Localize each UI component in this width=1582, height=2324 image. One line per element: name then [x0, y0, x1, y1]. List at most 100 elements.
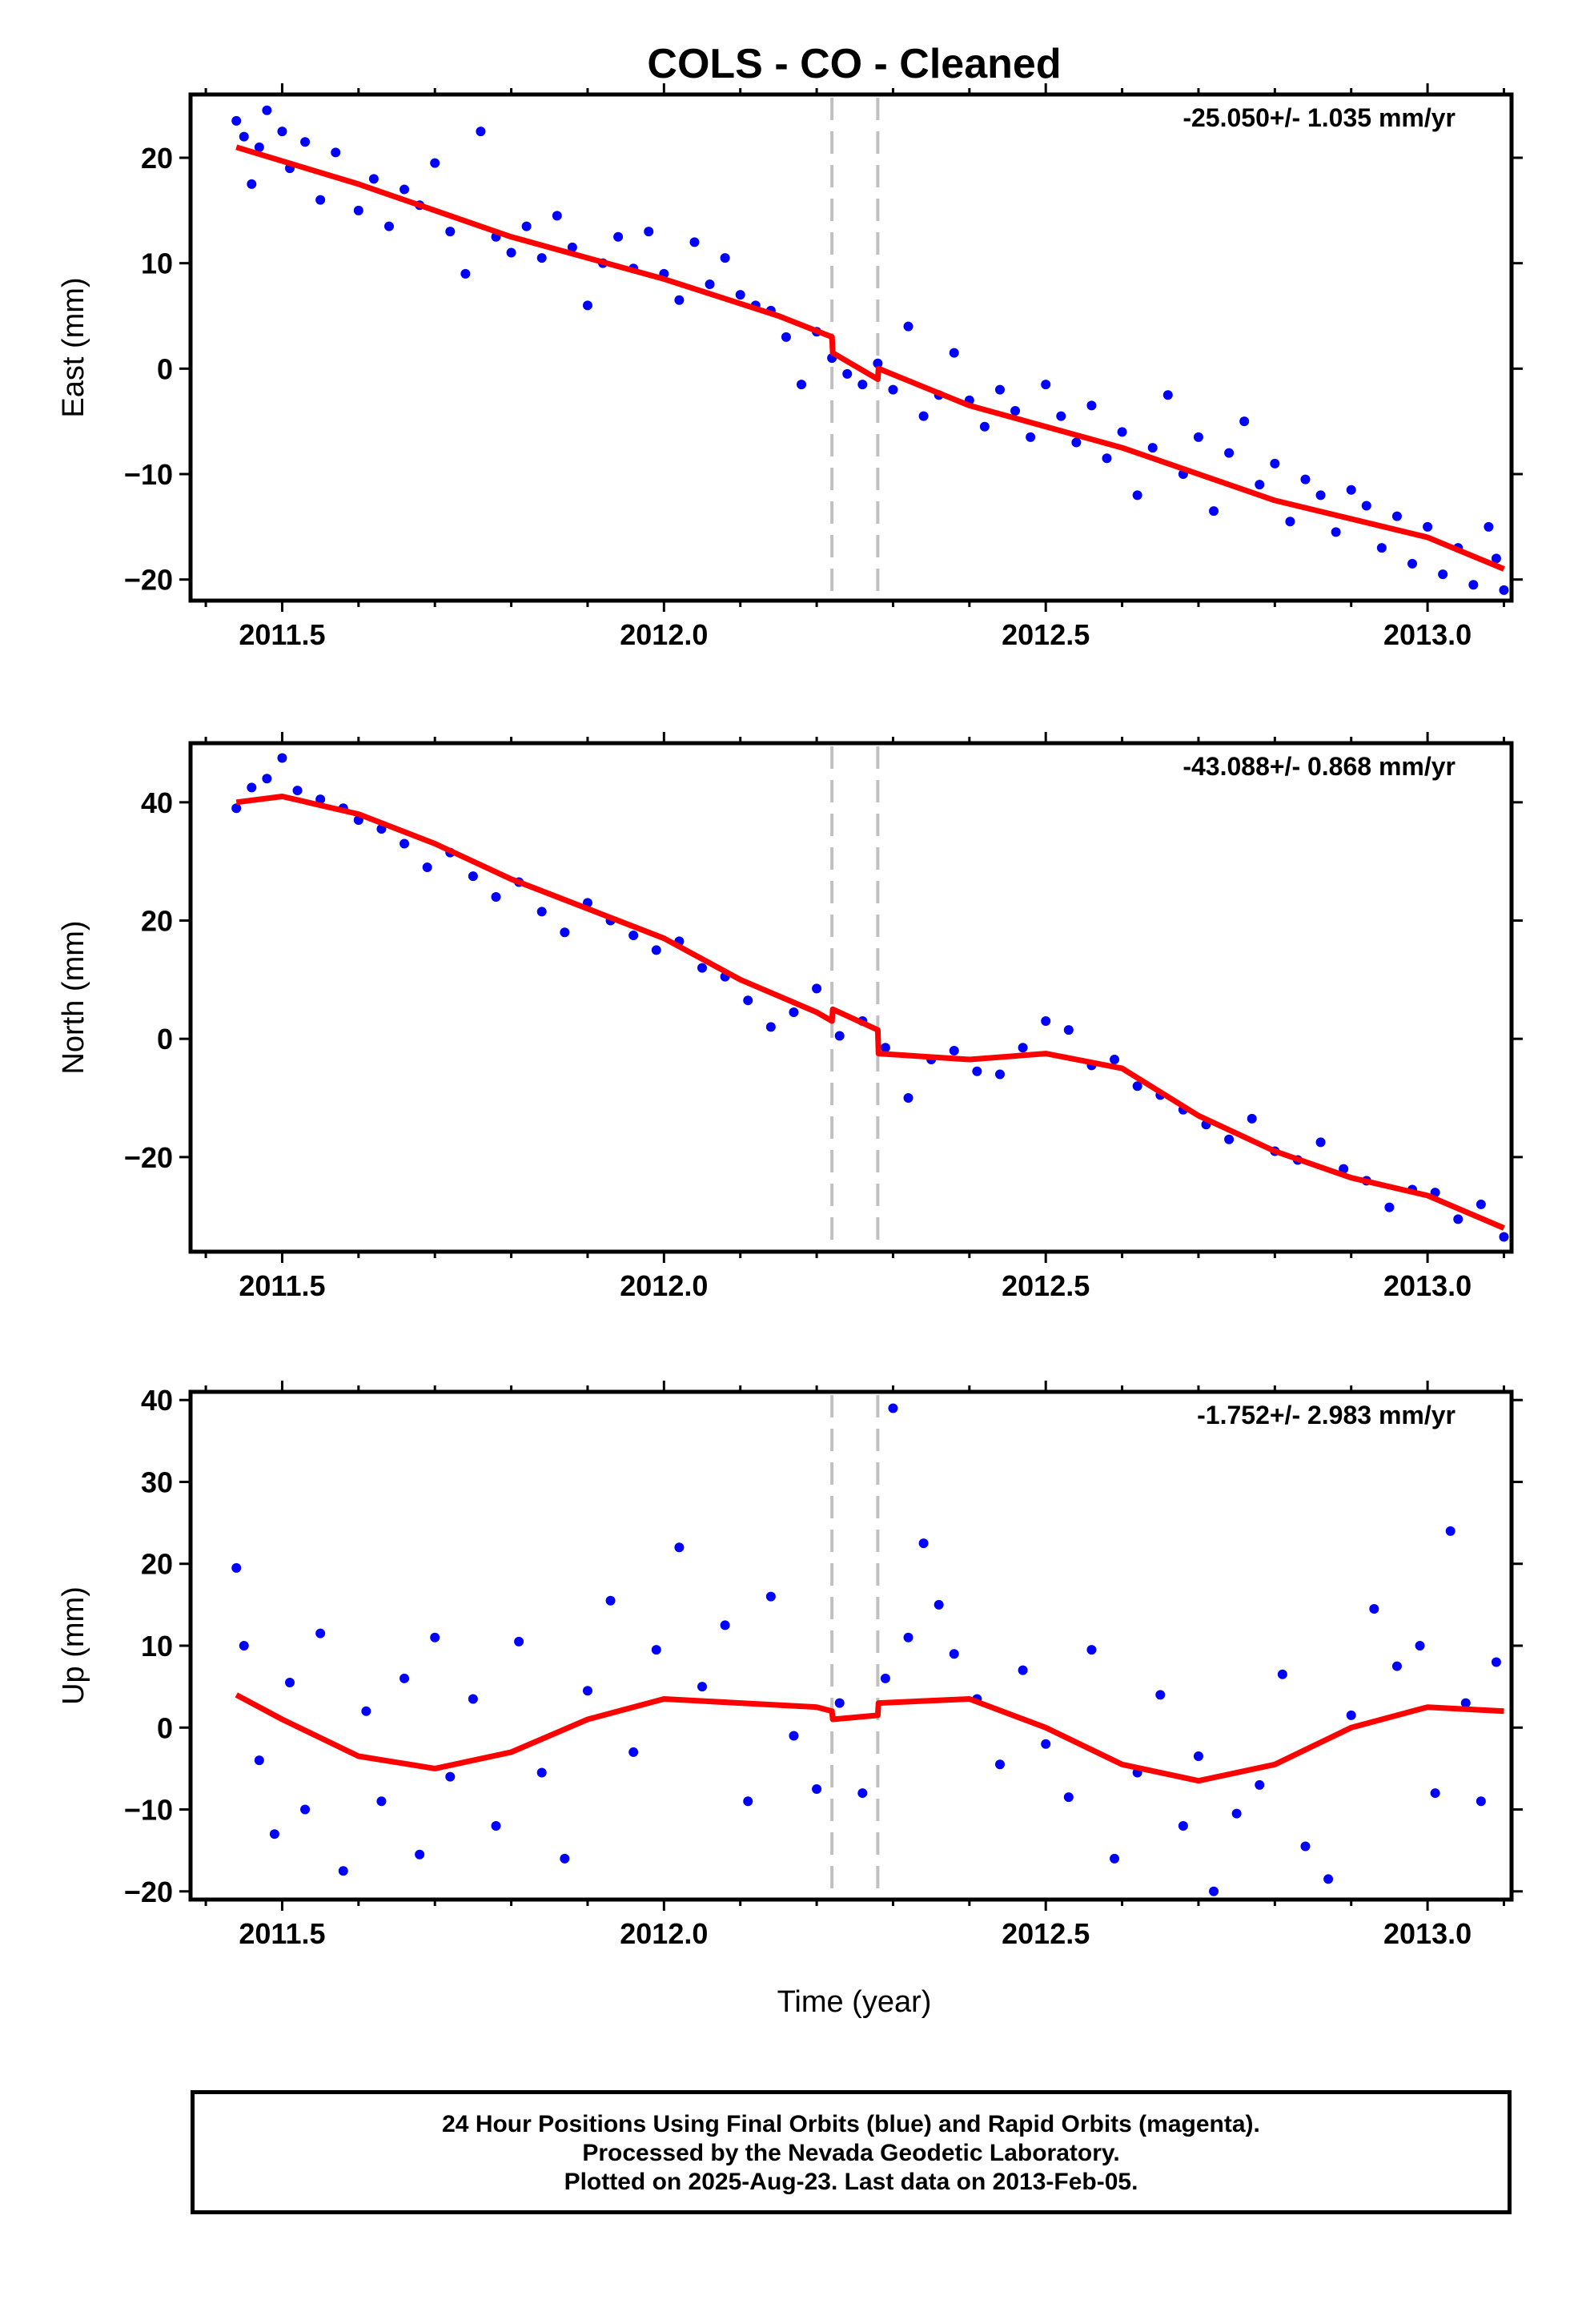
up-data-point — [1460, 1698, 1471, 1708]
up-y-tick-label: −10 — [124, 1794, 173, 1827]
east-x-tick-label: 2013.0 — [1383, 618, 1472, 651]
north-data-point — [1315, 1137, 1326, 1148]
north-data-point — [1041, 1016, 1051, 1027]
up-data-point — [269, 1829, 279, 1839]
up-data-point — [338, 1866, 348, 1876]
east-data-point — [842, 368, 853, 379]
east-y-tick-label: 10 — [141, 247, 173, 280]
up-rate-label: -1.752+/- 2.983 mm/yr — [1197, 1401, 1456, 1429]
up-data-point — [765, 1591, 776, 1602]
footer-box: 24 Hour Positions Using Final Orbits (bl… — [191, 2090, 1512, 2214]
up-data-point — [491, 1820, 501, 1831]
up-data-point — [430, 1632, 440, 1642]
east-data-point — [567, 242, 577, 252]
north-data-point — [1110, 1055, 1120, 1065]
up-data-point — [628, 1747, 639, 1757]
up-data-point — [888, 1403, 898, 1413]
up-data-point — [1445, 1526, 1456, 1536]
east-data-point — [1147, 443, 1158, 453]
east-data-point — [460, 268, 471, 279]
east-data-point — [582, 300, 592, 311]
east-data-point — [368, 174, 379, 184]
up-data-point — [445, 1771, 456, 1782]
east-data-point — [888, 384, 898, 395]
up-data-point — [651, 1645, 661, 1655]
east-plot-frame — [188, 92, 1514, 603]
east-panel: 2011.5 2012.0 2012.5 2013.0 −20 −10 0 10 20 East … — [57, 83, 1523, 651]
up-data-point — [994, 1759, 1005, 1770]
east-data-point — [506, 247, 516, 258]
east-data-point — [720, 253, 730, 263]
east-data-point — [1407, 558, 1418, 569]
up-data-point — [231, 1562, 242, 1573]
east-data-point — [857, 380, 868, 390]
up-data-point — [720, 1620, 730, 1630]
east-data-point — [1102, 453, 1112, 464]
up-data-point — [1277, 1669, 1287, 1679]
east-data-point — [1391, 511, 1402, 521]
north-data-point — [628, 930, 639, 940]
east-data-point — [735, 290, 745, 300]
east-data-point — [1423, 521, 1433, 532]
up-data-point — [1430, 1788, 1440, 1799]
up-x-tick-label: 2011.5 — [239, 1917, 325, 1950]
east-data-point — [781, 332, 791, 342]
north-data-point — [262, 774, 272, 784]
north-data-point — [560, 927, 570, 938]
east-y-tick-label: −20 — [124, 564, 173, 597]
up-y-tick-label: 10 — [141, 1630, 173, 1663]
up-panel: 2011.5 2012.0 2012.5 2013.0 −20 −10 0 10 20 30 40 U… — [57, 1381, 1523, 1950]
east-data-point — [994, 384, 1005, 395]
up-data-point — [1110, 1853, 1120, 1864]
north-data-point — [697, 963, 708, 973]
up-data-point — [674, 1542, 685, 1553]
north-data-point — [1132, 1081, 1142, 1092]
east-data-point — [247, 179, 257, 189]
east-data-point — [1026, 432, 1036, 442]
north-x-tick-label: 2012.0 — [620, 1269, 708, 1302]
east-data-point — [1255, 480, 1265, 490]
up-data-point — [1323, 1874, 1334, 1884]
x-axis-label: Time (year) — [777, 1985, 932, 2019]
north-data-point — [400, 838, 410, 849]
north-data-point — [1499, 1232, 1509, 1242]
east-y-tick-label: −10 — [124, 458, 173, 491]
up-data-point — [361, 1706, 371, 1716]
east-y-tick-label: 0 — [157, 352, 173, 385]
north-y-tick-label: 20 — [141, 905, 173, 938]
east-x-tick-label: 2011.5 — [239, 618, 325, 651]
up-y-tick-label: 0 — [157, 1711, 173, 1744]
up-data-point — [789, 1731, 799, 1741]
north-data-point — [949, 1045, 959, 1055]
up-y-tick-label: 40 — [141, 1384, 173, 1417]
north-data-point — [812, 983, 822, 994]
north-data-point — [880, 1043, 890, 1053]
east-data-point — [315, 195, 326, 205]
east-data-point — [797, 380, 807, 390]
east-data-point — [1132, 490, 1142, 501]
north-data-point — [491, 891, 501, 902]
east-data-point — [1193, 432, 1203, 442]
north-data-point — [1224, 1134, 1235, 1144]
east-data-point — [613, 231, 624, 242]
up-data-point — [315, 1628, 326, 1638]
footer-line-2: Processed by the Nevada Geodetic Laborat… — [582, 2140, 1120, 2166]
north-x-tick-label: 2011.5 — [239, 1269, 325, 1302]
east-data-point — [1285, 517, 1295, 527]
east-data-point — [689, 237, 700, 247]
up-plot-frame — [188, 1389, 1514, 1902]
north-data-point — [1063, 1025, 1074, 1035]
up-data-point — [934, 1599, 944, 1610]
north-data-point — [743, 995, 753, 1006]
north-plot-frame — [188, 741, 1514, 1254]
east-data-point — [300, 137, 311, 147]
north-data-point — [903, 1093, 913, 1104]
north-data-point — [1453, 1214, 1464, 1224]
east-x-tick-label: 2012.0 — [620, 618, 708, 651]
east-data-point — [1162, 390, 1173, 400]
east-data-point — [903, 321, 913, 332]
up-data-point — [812, 1783, 822, 1794]
north-data-point — [1339, 1164, 1349, 1174]
up-data-point — [857, 1788, 868, 1799]
east-data-point — [674, 295, 685, 305]
